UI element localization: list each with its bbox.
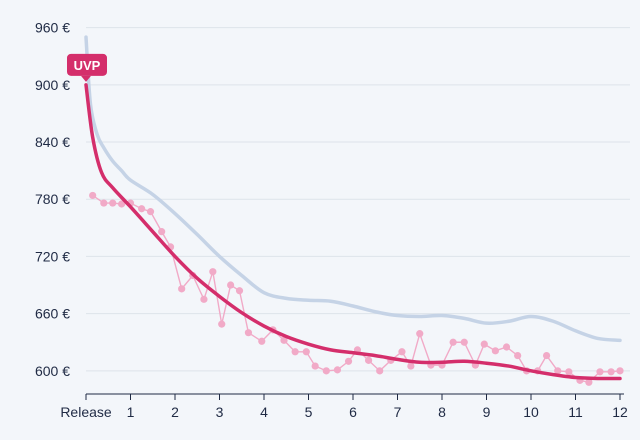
- price-point: [100, 199, 108, 207]
- price-point: [227, 281, 235, 289]
- price-point: [596, 368, 604, 376]
- y-tick-label: 660 €: [35, 306, 70, 322]
- price-point: [416, 330, 424, 338]
- y-tick-label: 780 €: [35, 191, 70, 207]
- y-tick-label: 840 €: [35, 134, 70, 150]
- price-point: [200, 295, 208, 303]
- x-tick-label: 5: [305, 404, 313, 420]
- x-tick-label: 4: [260, 404, 268, 420]
- x-tick-label: 7: [394, 404, 402, 420]
- price-point: [109, 199, 117, 207]
- price-point: [542, 351, 551, 360]
- price-point: [514, 351, 522, 360]
- price-point: [178, 285, 186, 293]
- x-tick-label: 8: [438, 404, 446, 420]
- price-point: [138, 205, 146, 213]
- x-tick-label: 2: [171, 404, 179, 420]
- price-point: [607, 368, 615, 376]
- uvp-badge-box: [67, 53, 107, 76]
- price-point: [146, 208, 155, 216]
- price-point: [585, 378, 593, 386]
- x-tick-label: 12: [612, 404, 628, 420]
- series-layer: [84, 35, 624, 386]
- average-line: [84, 83, 622, 381]
- annotation-layer: UVP: [67, 53, 107, 82]
- y-tick-label: 720 €: [35, 248, 70, 264]
- x-tick-label: 10: [523, 404, 539, 420]
- price-point: [480, 340, 488, 348]
- uvp-badge-label: UVP: [74, 58, 101, 73]
- price-point: [118, 200, 126, 208]
- price-point: [302, 348, 310, 356]
- y-tick-label: 600 €: [35, 363, 70, 379]
- price-point: [376, 367, 384, 375]
- y-axis: 600 € 660 € 720 € 780 € 840 € 900 € 960 €: [35, 20, 70, 379]
- x-tick-label: 6: [349, 404, 357, 420]
- price-point: [218, 320, 226, 328]
- price-point: [209, 268, 217, 276]
- price-point: [280, 336, 288, 344]
- x-tick-label: 3: [216, 404, 224, 420]
- price-point: [333, 366, 342, 374]
- price-point: [322, 367, 330, 375]
- price-point: [244, 329, 253, 337]
- uvp-badge-pointer: [81, 75, 91, 82]
- price-point: [460, 338, 468, 346]
- price-point: [158, 228, 166, 236]
- price-point: [398, 348, 406, 356]
- price-point: [491, 347, 499, 355]
- price-point: [291, 348, 299, 356]
- price-point: [449, 338, 457, 346]
- price-point: [89, 191, 97, 200]
- x-tick-label: 1: [127, 404, 135, 420]
- price-point: [235, 287, 244, 295]
- x-axis: Release 1 2 3 4 5 6 7 8 9 10 11 12: [60, 393, 628, 420]
- uvp-badge: UVP: [67, 53, 107, 82]
- x-tick-label: 11: [568, 404, 583, 420]
- price-point: [616, 367, 624, 375]
- price-point: [565, 368, 573, 376]
- x-tick-label: 9: [483, 404, 491, 420]
- price-point: [407, 362, 415, 370]
- price-point: [258, 337, 266, 345]
- price-point: [311, 362, 319, 370]
- price-point: [502, 343, 511, 351]
- y-tick-label: 960 €: [35, 20, 70, 36]
- upper-trend-line: [84, 35, 622, 343]
- price-point: [344, 357, 353, 365]
- y-tick-label: 900 €: [35, 77, 70, 93]
- price-point: [364, 356, 373, 364]
- x-tick-label: Release: [60, 404, 112, 420]
- price-point: [554, 367, 562, 375]
